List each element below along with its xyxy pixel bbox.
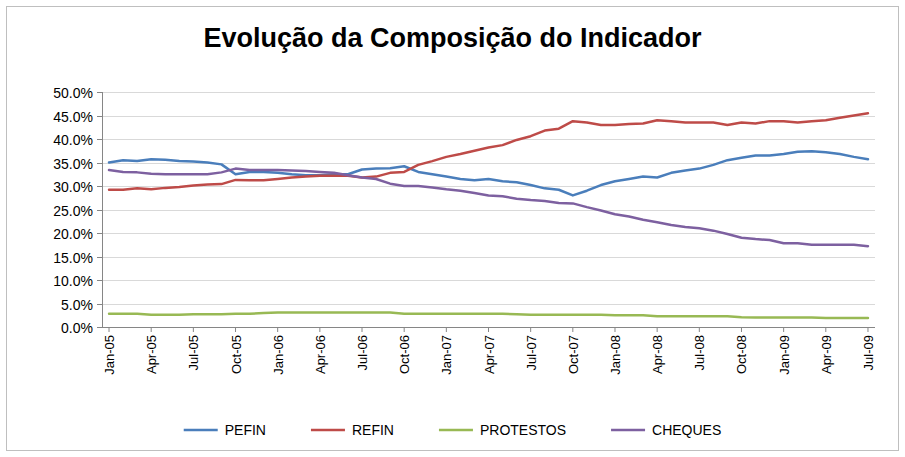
legend-item: REFIN: [311, 422, 394, 438]
x-tick-label: Jul-09: [861, 335, 876, 370]
legend-swatch: [439, 429, 473, 432]
series-line: [109, 169, 868, 247]
title: Evolução da Composição do Indicador: [203, 23, 702, 53]
legend-swatch: [311, 429, 345, 432]
y-tick: [97, 139, 102, 140]
x-tick-label: Jan-08: [608, 335, 623, 375]
x-tick: [319, 327, 320, 332]
series-lines: [109, 113, 868, 318]
y-tick-label: 45.0%: [53, 109, 93, 125]
x-tick: [446, 327, 447, 332]
x-tick: [867, 327, 868, 332]
legend-item: CHEQUES: [611, 422, 721, 438]
x-tick-label: Apr-06: [313, 335, 328, 374]
y-tick-label: 5.0%: [61, 297, 93, 313]
grid-line: [102, 210, 875, 211]
y-tick: [97, 186, 102, 187]
y-tick: [97, 257, 102, 258]
x-tick: [277, 327, 278, 332]
x-tick-label: Apr-07: [482, 335, 497, 374]
y-tick-label: 0.0%: [61, 320, 93, 336]
x-tick: [530, 327, 531, 332]
y-tick-label: 35.0%: [53, 156, 93, 172]
legend: PEFIN REFIN PROTESTOS CHEQUES: [184, 422, 722, 438]
grid-line: [102, 280, 875, 281]
y-tick-label: 15.0%: [53, 250, 93, 266]
y-tick-label: 10.0%: [53, 273, 93, 289]
y-tick-label: 20.0%: [53, 226, 93, 242]
x-tick-label: Jan-05: [102, 335, 117, 375]
grid-line: [102, 233, 875, 234]
x-tick-label: Oct-07: [566, 335, 581, 374]
x-tick: [235, 327, 236, 332]
y-tick-label: 25.0%: [53, 203, 93, 219]
x-tick-label: Apr-09: [819, 335, 834, 374]
grid-line: [102, 139, 875, 140]
series-line: [109, 113, 868, 190]
x-tick: [151, 327, 152, 332]
legend-item: PEFIN: [184, 422, 266, 438]
x-tick-label: Jan-07: [439, 335, 454, 375]
x-tick-label: Jul-07: [524, 335, 539, 370]
legend-swatch: [184, 429, 218, 432]
grid-line: [102, 257, 875, 258]
x-tick-label: Apr-08: [650, 335, 665, 374]
x-tick: [404, 327, 405, 332]
legend-label: CHEQUES: [652, 422, 721, 438]
chart: Evolução da Composição do Indicador 0.0% 5…: [0, 0, 905, 457]
x-tick: [488, 327, 489, 332]
grid-line: [102, 304, 875, 305]
series-line: [109, 151, 868, 195]
x-tick-label: Oct-06: [397, 335, 412, 374]
y-tick-label: 30.0%: [53, 179, 93, 195]
grid-line: [102, 92, 875, 93]
x-tick: [783, 327, 784, 332]
x-tick-label: Oct-08: [734, 335, 749, 374]
x-tick: [741, 327, 742, 332]
y-tick: [97, 163, 102, 164]
x-tick: [193, 327, 194, 332]
x-tick: [109, 327, 110, 332]
y-tick-label: 40.0%: [53, 132, 93, 148]
x-tick: [825, 327, 826, 332]
x-tick-label: Jul-05: [186, 335, 201, 370]
x-tick-label: Jul-08: [692, 335, 707, 370]
grid-line: [102, 186, 875, 187]
x-tick-label: Jan-06: [271, 335, 286, 375]
x-tick: [699, 327, 700, 332]
legend-item: PROTESTOS: [439, 422, 566, 438]
y-tick: [97, 327, 102, 328]
grid-line: [102, 116, 875, 117]
legend-swatch: [611, 429, 645, 432]
y-axis: [102, 92, 103, 327]
y-grid: 0.0% 5.0% 10.0% 15.0% 20.0% 25.0% 30.0% 35.0% 40…: [53, 85, 875, 336]
y-tick: [97, 92, 102, 93]
x-labels: Jan-05 Apr-05 Jul-05 Oct-05 Jan-06 Apr-06 Jul-…: [102, 327, 876, 375]
y-tick: [97, 304, 102, 305]
x-tick-label: Jul-06: [355, 335, 370, 370]
y-tick: [97, 280, 102, 281]
legend-label: PEFIN: [225, 422, 266, 438]
legend-label: REFIN: [352, 422, 394, 438]
series-line: [109, 312, 868, 318]
legend-label: PROTESTOS: [480, 422, 566, 438]
y-tick-label: 50.0%: [53, 85, 93, 101]
x-tick-label: Apr-05: [144, 335, 159, 374]
x-tick: [572, 327, 573, 332]
x-tick-label: Jan-09: [777, 335, 792, 375]
x-tick-label: Oct-05: [229, 335, 244, 374]
chart-frame: [7, 7, 899, 451]
x-tick: [614, 327, 615, 332]
x-tick: [362, 327, 363, 332]
y-tick: [97, 210, 102, 211]
x-tick: [657, 327, 658, 332]
y-tick: [97, 233, 102, 234]
y-tick: [97, 116, 102, 117]
